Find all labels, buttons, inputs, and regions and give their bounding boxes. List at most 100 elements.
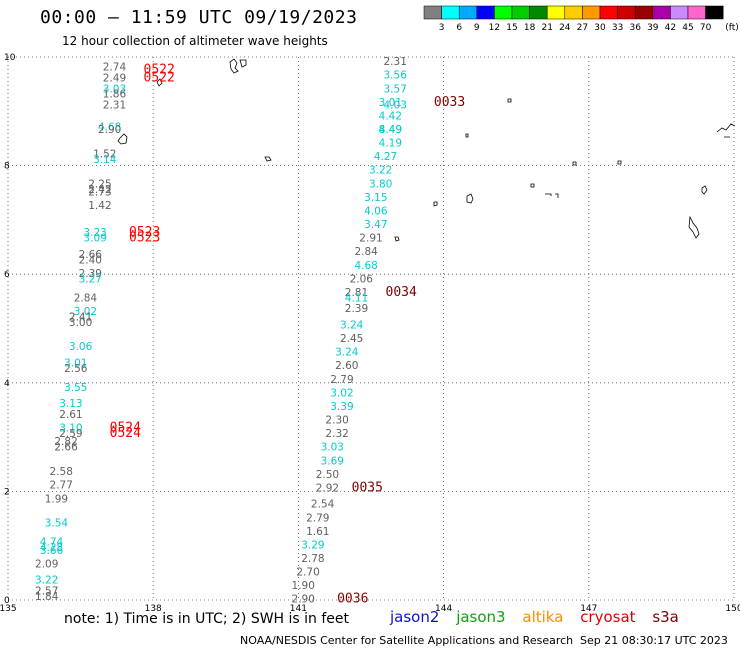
y-tick-label: 8 [4, 162, 10, 172]
island-outline [572, 161, 577, 166]
wave-height-value: 2.57 [35, 586, 58, 598]
wave-height-value: 2.06 [350, 273, 374, 285]
wave-height-value: 2.60 [335, 360, 358, 372]
wave-height-value: 2.39 [79, 268, 102, 280]
wave-height-value: 2.25 [88, 178, 111, 190]
colorbar-label: 15 [506, 23, 517, 33]
sat-jason2: jason2 [390, 608, 440, 626]
wave-height-value: 1.84 [35, 591, 59, 603]
island-outline [701, 185, 708, 195]
island-outline [465, 133, 469, 138]
lat-lon-grid [7, 56, 735, 601]
colorbar-swatch [511, 5, 530, 20]
wave-height-value: 4.27 [374, 151, 397, 163]
island-outline [264, 156, 272, 162]
satellite-legend: jason2 jason3 altika cryosat s3a [390, 608, 691, 626]
wave-height-value: 3.01 [379, 97, 402, 109]
wave-height-value: 2.50 [316, 469, 339, 481]
colorbar-label: 6 [456, 23, 462, 33]
pass-time-label: 0033 [434, 95, 465, 110]
colorbar-swatch [546, 5, 566, 20]
colorbar-label: 39 [647, 23, 659, 33]
generated-timestamp: Sep 21 08:30:17 UTC 2023 [580, 634, 728, 647]
wave-height-value: 3.55 [64, 382, 87, 394]
axis-tick-labels: 135 138 141 144 147 150 0 2 4 6 8 10 [0, 53, 740, 614]
wave-height-value: 2.79 [306, 512, 329, 524]
wave-height-value: 2.66 [79, 249, 103, 261]
colorbar-swatch [458, 5, 478, 20]
wave-height-value: 4.42 [379, 110, 402, 122]
wave-height-value: 2.82 [54, 436, 77, 448]
wave-height-value: 3.39 [330, 401, 353, 413]
island-outline [117, 133, 128, 145]
wave-height-value: 2.77 [50, 480, 73, 492]
colorbar-swatch [705, 5, 724, 20]
wave-height-value: 2.90 [98, 124, 121, 136]
wave-height-value: 4.68 [98, 121, 121, 133]
x-tick-label: 141 [290, 604, 307, 614]
wave-height-value: 4.19 [379, 138, 402, 150]
wave-height-value: 4.28 [40, 542, 63, 554]
colorbar-swatch [687, 5, 706, 20]
colorbar-unit: (ft) [725, 23, 739, 33]
wave-height-value: 3.24 [340, 320, 364, 332]
colorbar-swatch [423, 5, 442, 20]
wave-height-value: 3.80 [369, 178, 392, 190]
wave-height-value: 3.06 [69, 341, 93, 353]
wave-height-value: 2.49 [103, 72, 126, 84]
wave-height-value: 1.86 [103, 89, 127, 101]
colorbar-label: 24 [559, 23, 571, 33]
wave-height-value: 3.69 [321, 455, 344, 467]
colorbar-swatch [529, 5, 548, 20]
wave-height-value: 1.90 [292, 580, 315, 592]
colorbar-label: 33 [612, 23, 623, 33]
island-outline [716, 123, 736, 138]
wave-height-value: 3.03 [321, 442, 344, 454]
wave-height-value: 2.78 [301, 553, 324, 565]
island-outline [688, 215, 700, 239]
island-outline [156, 78, 163, 87]
wave-height-value: 3.57 [384, 83, 407, 95]
wave-height-value: 2.41 [69, 311, 92, 323]
colorbar-label: 12 [489, 23, 500, 33]
wave-height-value: 2.30 [325, 415, 348, 427]
sat-jason3: jason3 [456, 608, 506, 626]
island-outline [433, 201, 438, 207]
color-scale-legend: 3 6 9 12 15 18 21 24 27 30 33 36 39 42 45 70 (ft) [423, 5, 739, 33]
wave-height-value: 3.03 [103, 83, 126, 95]
wave-height-value: 3.29 [301, 539, 324, 551]
wave-height-value: 3.09 [83, 233, 106, 245]
y-tick-label: 10 [4, 53, 16, 63]
wave-height-value: 2.56 [64, 363, 88, 375]
island-outlines [117, 58, 736, 242]
pass-time-label: 0524 [110, 426, 141, 441]
x-tick-label: 150 [725, 604, 740, 614]
colorbar-label: 3 [439, 23, 445, 33]
wave-height-value: 4.68 [354, 260, 377, 272]
wave-height-value: 3.01 [64, 358, 87, 370]
colorbar-label: 45 [682, 23, 693, 33]
wave-height-value: 4.03 [384, 100, 407, 112]
wave-height-value: 3.54 [45, 518, 69, 530]
colorbar-swatch [634, 5, 654, 20]
wave-height-labels: 2.742.493.031.862.314.682.901.523.142.25… [35, 56, 407, 606]
wave-height-value: 3.00 [69, 317, 92, 329]
wave-height-value: 3.02 [74, 306, 97, 318]
wave-height-value: 1.61 [306, 526, 329, 538]
island-outline [617, 160, 622, 165]
colorbar-swatch [582, 5, 601, 20]
wave-height-value: 2.61 [59, 409, 82, 421]
wave-height-value: 2.32 [325, 428, 348, 440]
wave-height-value: 1.52 [93, 148, 116, 160]
wave-height-value: 2.40 [79, 254, 102, 266]
colorbar-label: 18 [524, 23, 536, 33]
wave-height-value: 4.06 [364, 205, 388, 217]
colorbar-swatch [670, 5, 689, 20]
colorbar-label: 27 [577, 23, 588, 33]
y-tick-label: 4 [4, 379, 10, 389]
wave-height-value: 2.90 [292, 594, 315, 606]
wave-height-value: 3.27 [79, 273, 102, 285]
colorbar-label: 9 [474, 23, 480, 33]
